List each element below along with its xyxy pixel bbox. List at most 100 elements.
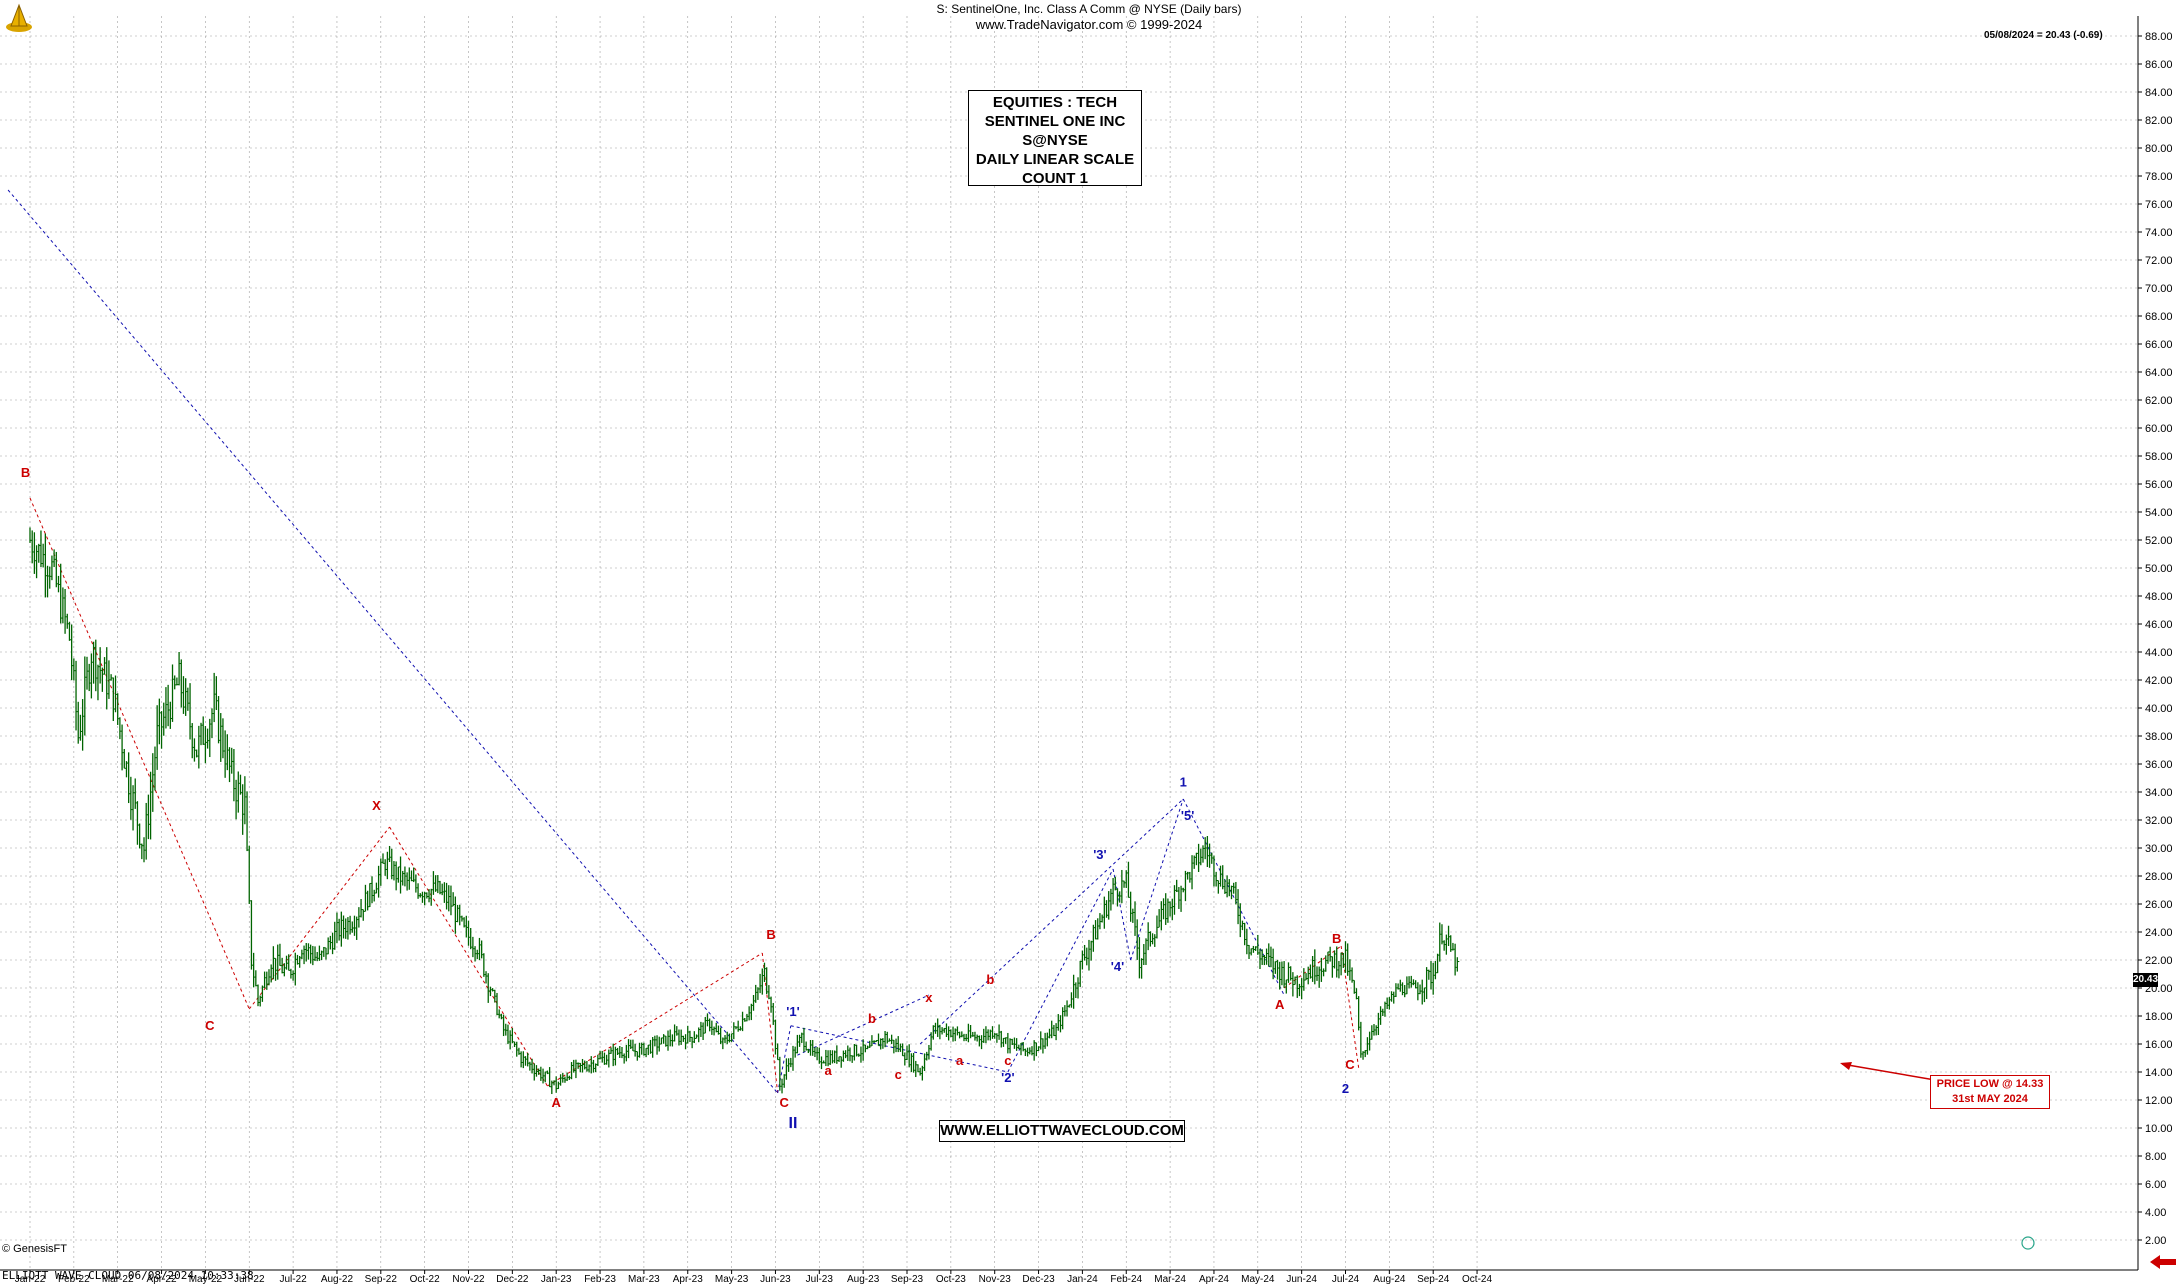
x-tick-label: Jun-22 [234,1274,265,1284]
x-tick-label: Aug-22 [321,1274,354,1284]
wave-label: II [789,1115,798,1132]
wave-label: c [1004,1053,1011,1068]
wave-label: C [1345,1057,1355,1072]
x-tick-label: Feb-23 [584,1274,616,1284]
price-bars [29,527,1460,1095]
y-tick-label: 46.00 [2145,619,2173,631]
y-tick-label: 60.00 [2145,423,2173,435]
wave-trendline [29,497,250,1010]
x-tick-label: Oct-22 [410,1274,440,1284]
y-tick-label: 64.00 [2145,367,2173,379]
wave-label: b [986,972,994,987]
x-tick-label: Sep-23 [891,1274,924,1284]
wave-label: a [824,1063,832,1078]
y-tick-label: 62.00 [2145,395,2173,407]
y-tick-label: 44.00 [2145,647,2173,659]
website-label: WWW.ELLIOTTWAVECLOUD.COM [939,1120,1185,1142]
y-tick-label: 26.00 [2145,899,2173,911]
x-tick-label: Aug-23 [847,1274,880,1284]
wave-trendline [1130,798,1184,961]
y-tick-label: 76.00 [2145,199,2173,211]
x-tick-label: Mar-24 [1154,1274,1186,1284]
x-tick-label: Jan-22 [15,1274,46,1284]
y-tick-label: 78.00 [2145,171,2173,183]
wave-label: '1' [786,1004,799,1019]
x-tick-label: Oct-24 [1462,1274,1492,1284]
wave-label: 1 [1180,774,1187,789]
circle-icon[interactable] [2021,1236,2035,1250]
wave-trendline [389,826,548,1087]
y-tick-label: 14.00 [2145,1067,2173,1079]
x-tick-label: Nov-23 [979,1274,1012,1284]
x-tick-label: Jan-24 [1067,1274,1098,1284]
y-tick-label: 82.00 [2145,115,2173,127]
y-tick-label: 4.00 [2145,1207,2166,1219]
y-tick-label: 28.00 [2145,871,2173,883]
y-tick-label: 58.00 [2145,451,2173,463]
y-tick-label: 12.00 [2145,1095,2173,1107]
info-line-company: SENTINEL ONE INC [984,113,1126,130]
wave-trendline [797,994,930,1056]
last-price-tag: 20.43 [2133,973,2159,987]
x-axis: Jan-22 Feb-22 Mar-22 Apr-22 May-22 Jun-22 Jul-… [0,1269,2138,1284]
x-tick-label: Apr-23 [673,1274,703,1284]
y-tick-label: 38.00 [2145,731,2173,743]
y-tick-label: 6.00 [2145,1179,2166,1191]
info-line-symbol: S@NYSE [1022,132,1088,149]
x-tick-label: Nov-22 [452,1274,485,1284]
wave-label: '4' [1111,959,1124,974]
trade-navigator-logo-icon [2,2,36,36]
wave-trendline [919,798,1184,1045]
x-tick-label: Sep-22 [365,1274,398,1284]
y-tick-label: 80.00 [2145,143,2173,155]
x-tick-label: Jul-24 [1332,1274,1360,1284]
y-axis: 88.00 86.00 84.00 82.00 80.00 78.00 76.00 74.00… [2137,16,2173,1270]
wave-labels: B C X A B C II '1' a b c x a b c '2' '3' '4' 1 '5' A B C 2 [21,465,1355,1132]
x-tick-label: Dec-22 [496,1274,529,1284]
y-tick-label: 10.00 [2145,1123,2173,1135]
info-box: EQUITIES : TECH SENTINEL ONE INC S@NYSE … [968,90,1142,187]
x-tick-label: Jun-23 [760,1274,791,1284]
y-tick-label: 84.00 [2145,87,2173,99]
wave-trendline [1340,945,1360,1068]
y-tick-label: 40.00 [2145,703,2173,715]
wave-label: B [1332,931,1341,946]
y-tick-label: 66.00 [2145,339,2173,351]
wave-label: c [895,1067,902,1082]
price-low-arrowhead [1840,1062,1852,1070]
price-low-date: 31st MAY 2024 [1952,1093,2028,1105]
wave-label: A [1275,997,1285,1012]
y-tick-label: 48.00 [2145,591,2173,603]
y-tick-label: 30.00 [2145,843,2173,855]
wave-label: B [766,927,775,942]
x-tick-label: Sep-24 [1417,1274,1450,1284]
y-tick-label: 56.00 [2145,479,2173,491]
info-line-scale: DAILY LINEAR SCALE [975,151,1135,168]
left-arrow-icon[interactable] [2150,1255,2176,1269]
info-line-sector: EQUITIES : TECH [992,94,1118,111]
y-tick-label: 22.00 [2145,955,2173,967]
wave-label: b [868,1011,876,1026]
footer-stamp: ELLIOTT WAVE CLOUD 06/08/2024 10:33:38 [2,1269,254,1282]
y-tick-label: 16.00 [2145,1039,2173,1051]
x-tick-label: Jul-22 [279,1274,307,1284]
x-tick-label: Feb-24 [1110,1274,1142,1284]
x-tick-label: Dec-23 [1022,1274,1055,1284]
x-tick-label: May-23 [715,1274,749,1284]
y-tick-label: 42.00 [2145,675,2173,687]
y-tick-label: 34.00 [2145,787,2173,799]
price-low-note: PRICE LOW @ 14.33 31st MAY 2024 [1930,1075,2050,1109]
chart-subtitle: www.TradeNavigator.com © 1999-2024 [975,17,1203,32]
info-line-count: COUNT 1 [1022,170,1088,187]
wave-label: C [780,1095,790,1110]
wave-label: 2 [1342,1081,1349,1096]
x-tick-label: Mar-23 [628,1274,660,1284]
wave-label: '3' [1093,847,1106,862]
wave-label: A [552,1095,562,1110]
y-tick-label: 74.00 [2145,227,2173,239]
y-tick-label: 54.00 [2145,507,2173,519]
wave-trendlines [7,189,1360,1094]
y-tick-label: 50.00 [2145,563,2173,575]
wave-label: a [956,1053,964,1068]
